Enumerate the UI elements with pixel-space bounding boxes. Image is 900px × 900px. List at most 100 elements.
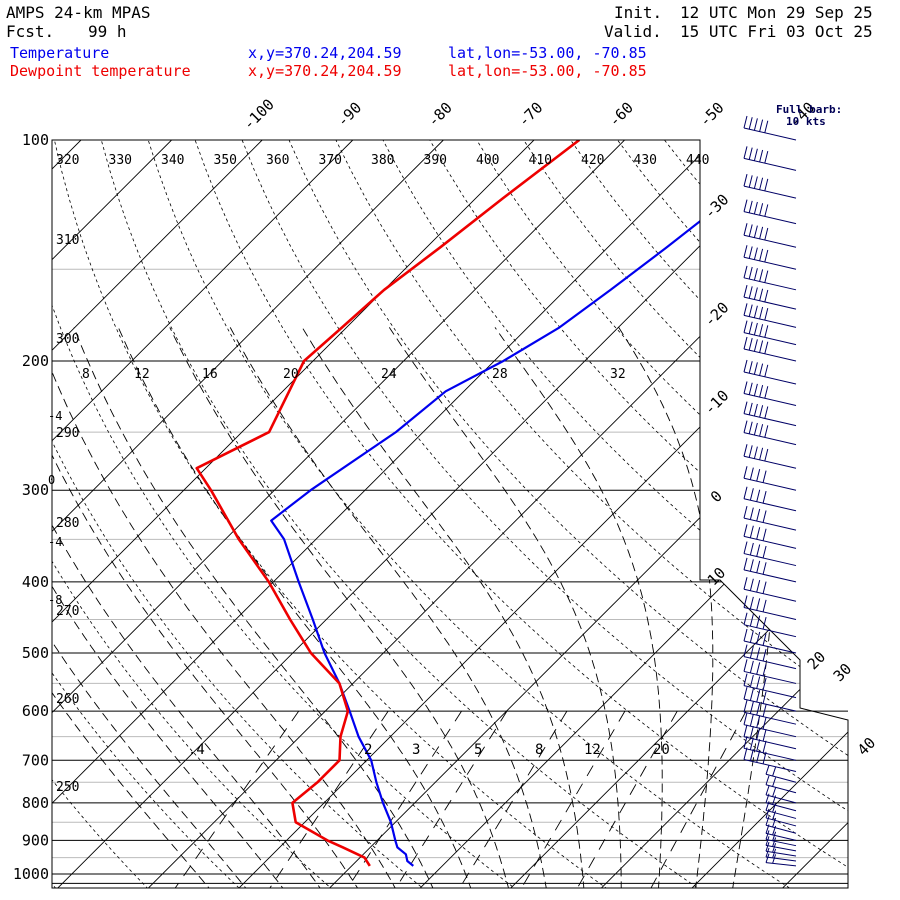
theta-label-left: 250 [56,780,79,795]
legend-dewpoint-xy: x,y=370.24,204.59 [248,62,402,80]
theta-label-top: 370 [319,153,342,168]
mixing-ratio-label: 12 [584,742,601,758]
mixing-ratio-line [262,710,389,888]
wind-barb [765,808,797,827]
moist-adiabat [52,327,368,888]
mixing-ratio-label: 20 [653,742,670,758]
wind-barb [743,524,797,549]
theta-label-top: 380 [371,153,394,168]
dry-adiabat [52,140,257,888]
wind-barb [743,265,797,291]
wind-barb [743,577,797,602]
isotherm-label: 40 [854,734,880,760]
mixing-ratio-line [644,710,747,888]
theta-label-top: 340 [161,153,184,168]
forecast-label: Fcst. [6,22,55,41]
pressure-tick-label: 200 [22,352,49,370]
wind-barb [765,816,797,834]
wind-barb [765,824,797,841]
wind-barb [765,775,797,794]
wind-barb [743,285,797,310]
theta-label-top: 400 [476,153,499,168]
mixing-ratio-lines [167,710,747,888]
isotherm-label: 20 [804,648,830,674]
model-title: AMPS 24-km MPAS [6,3,151,22]
isotherm [765,140,848,888]
theta-label-top: 360 [266,153,289,168]
isotherm [52,140,716,888]
wind-barb [743,401,797,427]
plot-area [52,140,900,900]
wind-barb [743,595,797,620]
dry-adiabat [52,140,444,888]
wind-barb [765,765,797,783]
theta-label-left: 270 [56,604,79,619]
isotherm-label: -70 [515,99,547,131]
dry-adiabat [52,140,164,888]
wind-barb [743,505,797,531]
wind-barb [765,853,797,867]
wind-barb [743,557,797,583]
wind-barb [743,659,797,684]
dry-adiabat [548,140,848,888]
moist-adiabat [301,327,586,888]
pressure-tick-label: 700 [22,751,49,769]
isotherm [52,140,263,888]
isotherm [675,140,848,888]
legend-dewpoint-name: Dewpoint temperature [10,62,191,80]
dry-adiabat [183,140,848,888]
isotherm-label: -10 [701,387,733,419]
isotherm [403,140,848,888]
moist-adiabat-label: 16 [202,367,218,382]
wind-barb [743,115,797,141]
isotherms [52,140,900,900]
wind-barb [743,359,797,385]
wind-barbs [743,115,797,867]
dewpoint-profile [195,140,581,867]
theta-label-top: 440 [686,153,709,168]
isotherm [494,140,848,888]
wind-barb [743,199,797,225]
isotherm-label: -50 [696,99,728,131]
dry-adiabat [821,140,848,888]
dry-adiabat [502,140,848,888]
legend-temperature-xy: x,y=370.24,204.59 [248,44,402,62]
dry-adiabat [365,140,848,888]
pressure-tick-label: 600 [22,702,49,720]
moist-adiabat-label: 28 [492,367,508,382]
theta-label-left: 280 [56,516,79,531]
legend-dewpoint-latlon: lat,lon=-53.00, -70.85 [448,62,647,80]
moist-adiabat-label: 12 [134,367,150,382]
isotherm [857,140,900,900]
valid-time: 15 UTC Fri 03 Oct 25 [680,22,873,41]
dry-adiabat [92,140,723,888]
theta-label-top: 320 [56,153,79,168]
moist-adiabat [73,327,441,888]
barb-legend-line2: 10 kts [786,115,826,128]
wind-barb [765,801,797,819]
mixing-ratio-label: 5 [474,742,482,758]
wind-barb [743,736,797,761]
isotherm-label: 0 [707,487,726,506]
moist-adiabat-label: 8 [82,367,90,382]
left-edge-label: -4 [48,535,62,549]
wind-barb [743,628,797,654]
dry-adiabat [411,140,848,888]
barb-legend-line1: Full barb: [776,103,842,116]
moist-adiabat [52,327,405,888]
isotherm [52,140,444,888]
wind-barb [743,541,797,567]
isotherm [312,140,848,888]
pressure-tick-label: 300 [22,481,49,499]
wind-barb [743,687,797,712]
theta-label-left: 310 [56,233,79,248]
wind-barb [743,712,797,738]
temperature-profile [270,140,816,867]
moist-adiabat [52,327,296,888]
isotherm-label: -100 [240,95,278,133]
wind-barb [765,847,797,862]
wind-barb [765,785,797,804]
dry-adiabat [639,140,848,888]
dry-adiabat [775,140,848,888]
mixing-ratio-label: 3 [412,742,420,758]
